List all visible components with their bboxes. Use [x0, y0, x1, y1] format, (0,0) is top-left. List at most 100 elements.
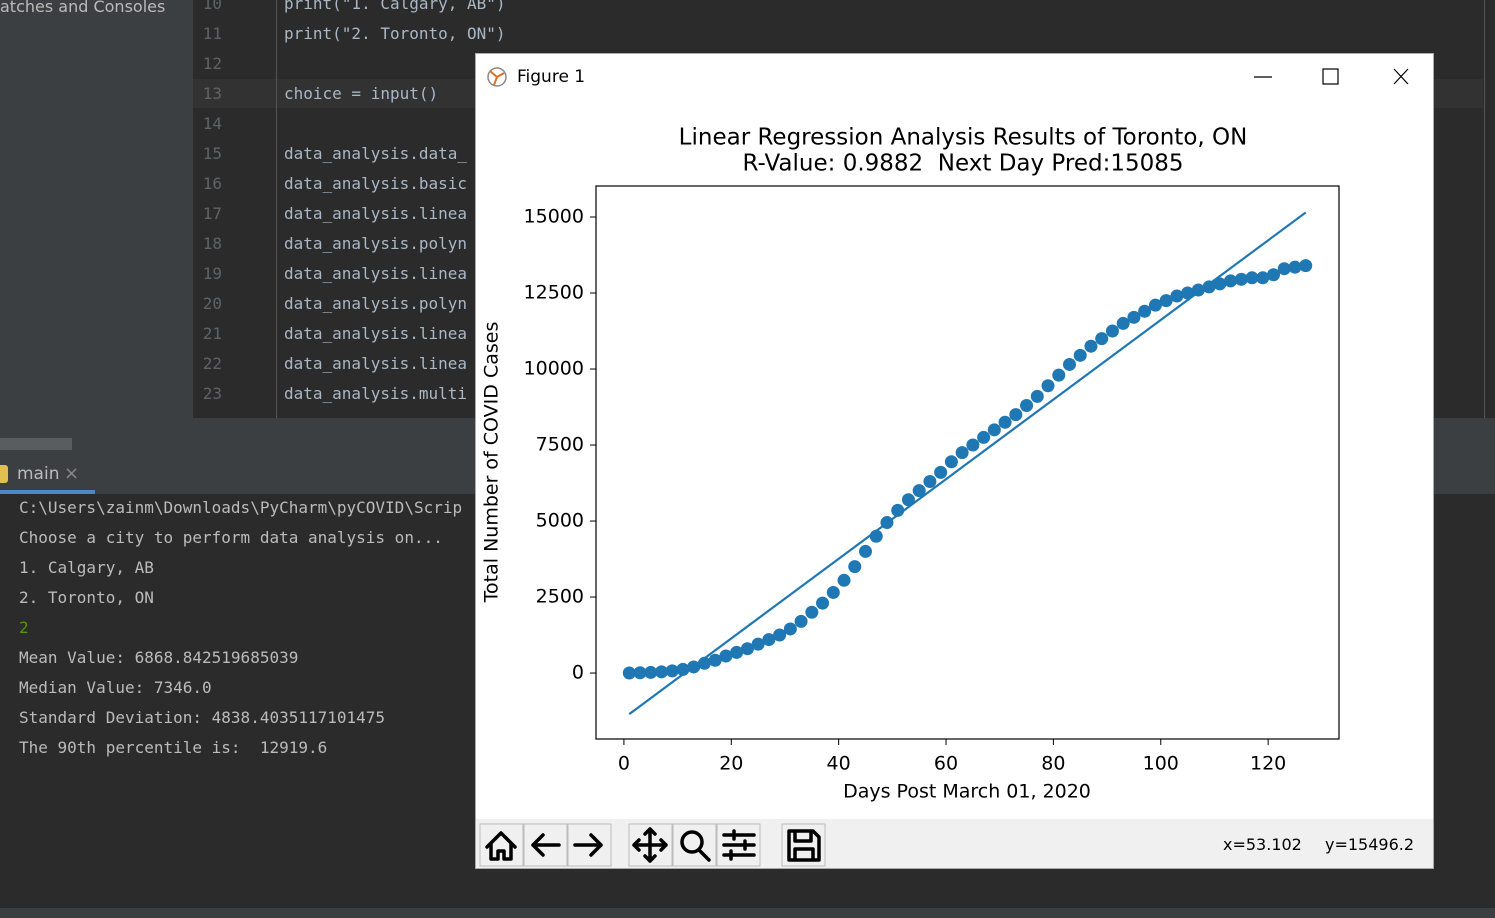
gutter-divider — [276, 0, 277, 418]
chart-subtitle: R-Value: 0.9882 Next Day Pred:15085 — [742, 151, 1183, 177]
line-number: 19 — [202, 264, 222, 283]
x-tick-label: 60 — [934, 753, 958, 775]
scatter-point — [1213, 277, 1227, 291]
scatter-point — [1041, 379, 1055, 393]
scrollbar — [0, 438, 72, 450]
scatter-point — [1073, 348, 1087, 362]
y-tick-label: 15000 — [524, 206, 584, 228]
chart: Linear Regression Analysis Results of To… — [481, 125, 1340, 803]
line-number: 17 — [202, 204, 222, 223]
scatter-point — [1095, 332, 1109, 346]
console-line: Mean Value: 6868.842519685039 — [19, 648, 299, 667]
close-tab[interactable]: × — [64, 463, 80, 484]
scatter-point — [977, 430, 991, 444]
run-tab[interactable]: main — [17, 464, 60, 484]
scatter-point — [665, 664, 679, 678]
y-tick-label: 10000 — [524, 358, 584, 380]
scatter-point — [955, 446, 969, 460]
y-tick-label: 7500 — [536, 434, 584, 456]
line-number: 15 — [202, 144, 222, 163]
scatter-point — [912, 484, 926, 498]
pan-button[interactable] — [628, 823, 673, 867]
scatter-point — [944, 455, 958, 469]
plot-frame — [595, 185, 1340, 740]
y-tick-label: 2500 — [536, 586, 584, 608]
line-number: 18 — [202, 234, 222, 253]
cursor-x: x=53.102 — [1223, 835, 1302, 854]
scatter-point — [1202, 280, 1216, 294]
scatter-point — [966, 438, 980, 452]
y-tick-label: 0 — [572, 662, 584, 684]
line-number: 11 — [202, 24, 222, 43]
scatter-point — [998, 415, 1012, 429]
scatter-point — [719, 649, 733, 663]
scatter-point — [1224, 274, 1238, 288]
scatter-point — [1299, 259, 1313, 273]
scatter-point — [708, 653, 722, 667]
scatter-point — [1127, 310, 1141, 324]
x-tick-label: 40 — [827, 753, 851, 775]
scatter-point — [740, 642, 754, 656]
line-number: 13 — [202, 84, 222, 103]
scatter-point — [1267, 268, 1281, 282]
scatter-point — [934, 465, 948, 479]
x-tick-label: 120 — [1250, 753, 1286, 775]
scatter-point — [730, 645, 744, 659]
scatter-point — [848, 560, 862, 574]
console-line: The 90th percentile is: 12919.6 — [19, 738, 328, 757]
y-tick-label: 12500 — [524, 282, 584, 304]
scatter-point — [1245, 271, 1259, 285]
scatter-point — [1159, 294, 1173, 308]
close[interactable] — [1393, 68, 1409, 85]
line-number: 14 — [202, 114, 222, 133]
code-line: data_analysis.linea — [284, 264, 468, 283]
x-tick-label: 20 — [719, 753, 743, 775]
regression-line — [628, 211, 1307, 715]
line-number: 10 — [202, 0, 222, 13]
code-line: print("1. Calgary, AB") — [284, 0, 506, 13]
scatter-point — [816, 596, 830, 610]
configure-button[interactable] — [716, 823, 761, 867]
window-controls — [1254, 68, 1409, 85]
scatter-point — [1288, 260, 1302, 274]
back-button[interactable] — [523, 823, 568, 867]
code-line: choice = input() — [284, 84, 439, 103]
console-line: 2 — [19, 618, 29, 637]
line-number: 22 — [202, 354, 222, 373]
forward-button[interactable] — [567, 823, 612, 867]
scatter-point — [1234, 272, 1248, 286]
x-tick-label: 0 — [618, 753, 630, 775]
scatter-point — [1170, 289, 1184, 303]
scatter-point — [1277, 262, 1291, 276]
code-line: data_analysis.basic — [284, 174, 468, 193]
app-icon — [487, 67, 507, 87]
line-number: 20 — [202, 294, 222, 313]
scatter-point — [654, 665, 668, 679]
project-panel — [0, 0, 193, 452]
scatter-point — [1105, 324, 1119, 338]
console-line: Standard Deviation: 4838.4035117101475 — [19, 708, 386, 727]
scatter-point — [633, 666, 647, 680]
line-number: 23 — [202, 384, 222, 403]
code-line: data_analysis.linea — [284, 204, 468, 223]
code-line: data_analysis.linea — [284, 354, 468, 373]
scatter-point — [923, 475, 937, 489]
toolbar-buttons — [479, 823, 826, 867]
maximize[interactable] — [1322, 68, 1339, 85]
scatter-point — [794, 614, 808, 628]
scatter-point — [622, 666, 636, 680]
y-axis-label: Total Number of COVID Cases — [481, 322, 503, 604]
save-button[interactable] — [781, 823, 826, 867]
scatter-point — [644, 665, 658, 679]
scatter-point — [1052, 368, 1066, 382]
home-button[interactable] — [479, 823, 524, 867]
scatter-point — [773, 628, 787, 642]
scatter-point — [1009, 408, 1023, 422]
code-line: data_analysis.multi — [284, 384, 468, 403]
panel-title: atches and Consoles — [0, 0, 166, 16]
code-line: print("2. Toronto, ON") — [284, 24, 506, 43]
zoom-button[interactable] — [672, 823, 717, 867]
console-line: 2. Toronto, ON — [19, 588, 154, 607]
status-bar — [0, 908, 1495, 918]
scatter-point — [783, 622, 797, 636]
